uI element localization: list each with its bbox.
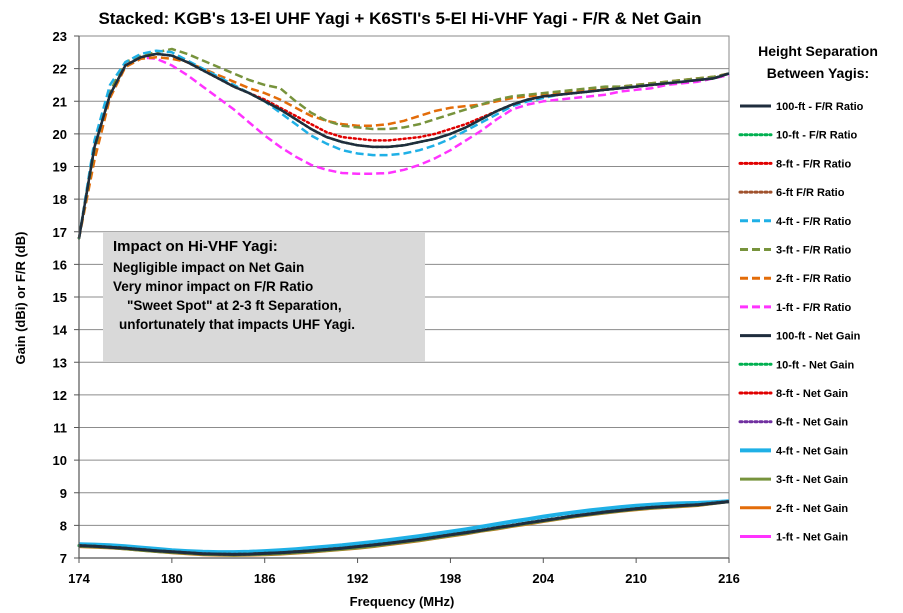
legend-item: 8-ft - Net Gain xyxy=(738,388,848,400)
x-tick-labels: 174 180 186 192 198 204 210 216 xyxy=(68,571,740,586)
legend-label: 3-ft - Net Gain xyxy=(776,474,848,486)
legend-item: 3-ft - Net Gain xyxy=(740,474,848,486)
x-tick-label: 186 xyxy=(254,571,276,586)
x-tick-label: 192 xyxy=(347,571,369,586)
y-tick-label: 17 xyxy=(53,225,67,240)
annotation-title: Impact on Hi-VHF Yagi: xyxy=(113,238,278,255)
legend-item: 4-ft - Net Gain xyxy=(740,445,848,457)
y-tick-label: 8 xyxy=(60,518,67,533)
y-tick-label: 18 xyxy=(53,192,67,207)
legend-label: 2-ft - F/R Ratio xyxy=(776,273,851,285)
series-line-100-ft-net-gain xyxy=(78,500,730,556)
y-tick-label: 15 xyxy=(53,290,67,305)
x-tick-label: 204 xyxy=(532,571,554,586)
series-line-4-ft-net-gain xyxy=(78,499,730,555)
legend-item: 10-ft - F/R Ratio xyxy=(738,130,858,142)
legend-item: 6-ft - Net Gain xyxy=(738,417,848,429)
legend-item: 2-ft - F/R Ratio xyxy=(740,273,851,285)
legend-item: 3-ft - F/R Ratio xyxy=(740,245,851,257)
chart-title: Stacked: KGB's 13-El UHF Yagi + K6STI's … xyxy=(98,9,701,28)
legend-item: 10-ft - Net Gain xyxy=(738,359,855,371)
legend-label: 4-ft - F/R Ratio xyxy=(776,216,851,228)
x-tick-label: 180 xyxy=(161,571,183,586)
legend-item: 8-ft - F/R Ratio xyxy=(738,158,851,170)
y-tick-label: 7 xyxy=(60,551,67,566)
legend-label: 1-ft - F/R Ratio xyxy=(776,302,851,314)
legend-items: 100-ft - F/R Ratio 10-ft - F/R Ratio 8-ft … xyxy=(738,101,864,544)
legend-item: 100-ft - F/R Ratio xyxy=(740,101,864,113)
annotation-line: Very minor impact on F/R Ratio xyxy=(113,279,314,294)
legend-item: 1-ft - F/R Ratio xyxy=(740,302,851,314)
annotation-line: Negligible impact on Net Gain xyxy=(113,260,305,275)
legend-label: 6-ft - Net Gain xyxy=(776,417,848,429)
legend-item: 100-ft - Net Gain xyxy=(740,331,861,343)
y-tick-label: 23 xyxy=(53,29,67,44)
series-line-1-ft-f-r-ratio xyxy=(77,55,730,239)
x-tick-label: 210 xyxy=(625,571,647,586)
legend-label: 4-ft - Net Gain xyxy=(776,445,848,457)
series-lines xyxy=(77,47,731,557)
legend-label: 100-ft - Net Gain xyxy=(776,331,861,343)
legend-label: 8-ft - Net Gain xyxy=(776,388,848,400)
y-tick-label: 9 xyxy=(60,486,67,501)
legend-label: 10-ft - F/R Ratio xyxy=(776,130,858,142)
y-tick-label: 20 xyxy=(53,127,67,142)
legend-label: 6-ft F/R Ratio xyxy=(776,187,845,199)
y-tick-label: 19 xyxy=(53,160,67,175)
y-tick-label: 21 xyxy=(53,94,67,109)
y-axis-label: Gain (dBi) or F/R (dB) xyxy=(13,232,28,365)
x-tick-label: 216 xyxy=(718,571,740,586)
x-tick-label: 198 xyxy=(440,571,462,586)
annotation-box: Impact on Hi-VHF Yagi: Negligible impact… xyxy=(103,232,425,362)
legend-label: 100-ft - F/R Ratio xyxy=(776,101,864,113)
y-tick-labels: 7 8 9 10 11 12 13 14 15 16 17 18 19 20 21 22 23 xyxy=(53,29,68,566)
legend-item: 2-ft - Net Gain xyxy=(740,503,848,515)
legend-label: 3-ft - F/R Ratio xyxy=(776,245,851,257)
series-line-3-ft-f-r-ratio xyxy=(77,47,730,239)
legend-item: 4-ft - F/R Ratio xyxy=(740,216,851,228)
x-tick-label: 174 xyxy=(68,571,90,586)
y-tick-label: 22 xyxy=(53,62,67,77)
series-line-100-ft-f-r-ratio xyxy=(77,52,730,239)
y-tick-label: 10 xyxy=(53,453,67,468)
legend-label: 10-ft - Net Gain xyxy=(776,359,855,371)
y-tick-label: 12 xyxy=(53,388,67,403)
y-tick-label: 11 xyxy=(53,421,67,436)
legend-label: 8-ft - F/R Ratio xyxy=(776,158,851,170)
legend-label: 2-ft - Net Gain xyxy=(776,503,848,515)
legend-title-line-1: Height Separation xyxy=(758,43,878,59)
y-tick-label: 16 xyxy=(53,257,67,272)
legend: Height Separation Between Yagis: 100-ft … xyxy=(738,43,878,544)
legend-title-line-2: Between Yagis: xyxy=(767,65,869,81)
annotation-line: unfortunately that impacts UHF Yagi. xyxy=(119,317,356,332)
y-tick-label: 13 xyxy=(53,355,67,370)
axes xyxy=(74,35,730,563)
x-axis-label: Frequency (MHz) xyxy=(350,594,455,609)
legend-item: 1-ft - Net Gain xyxy=(740,532,848,544)
annotation-line: "Sweet Spot" at 2-3 ft Separation, xyxy=(127,298,342,313)
legend-item: 6-ft F/R Ratio xyxy=(738,187,845,199)
y-tick-label: 14 xyxy=(53,323,68,338)
legend-label: 1-ft - Net Gain xyxy=(776,532,848,544)
